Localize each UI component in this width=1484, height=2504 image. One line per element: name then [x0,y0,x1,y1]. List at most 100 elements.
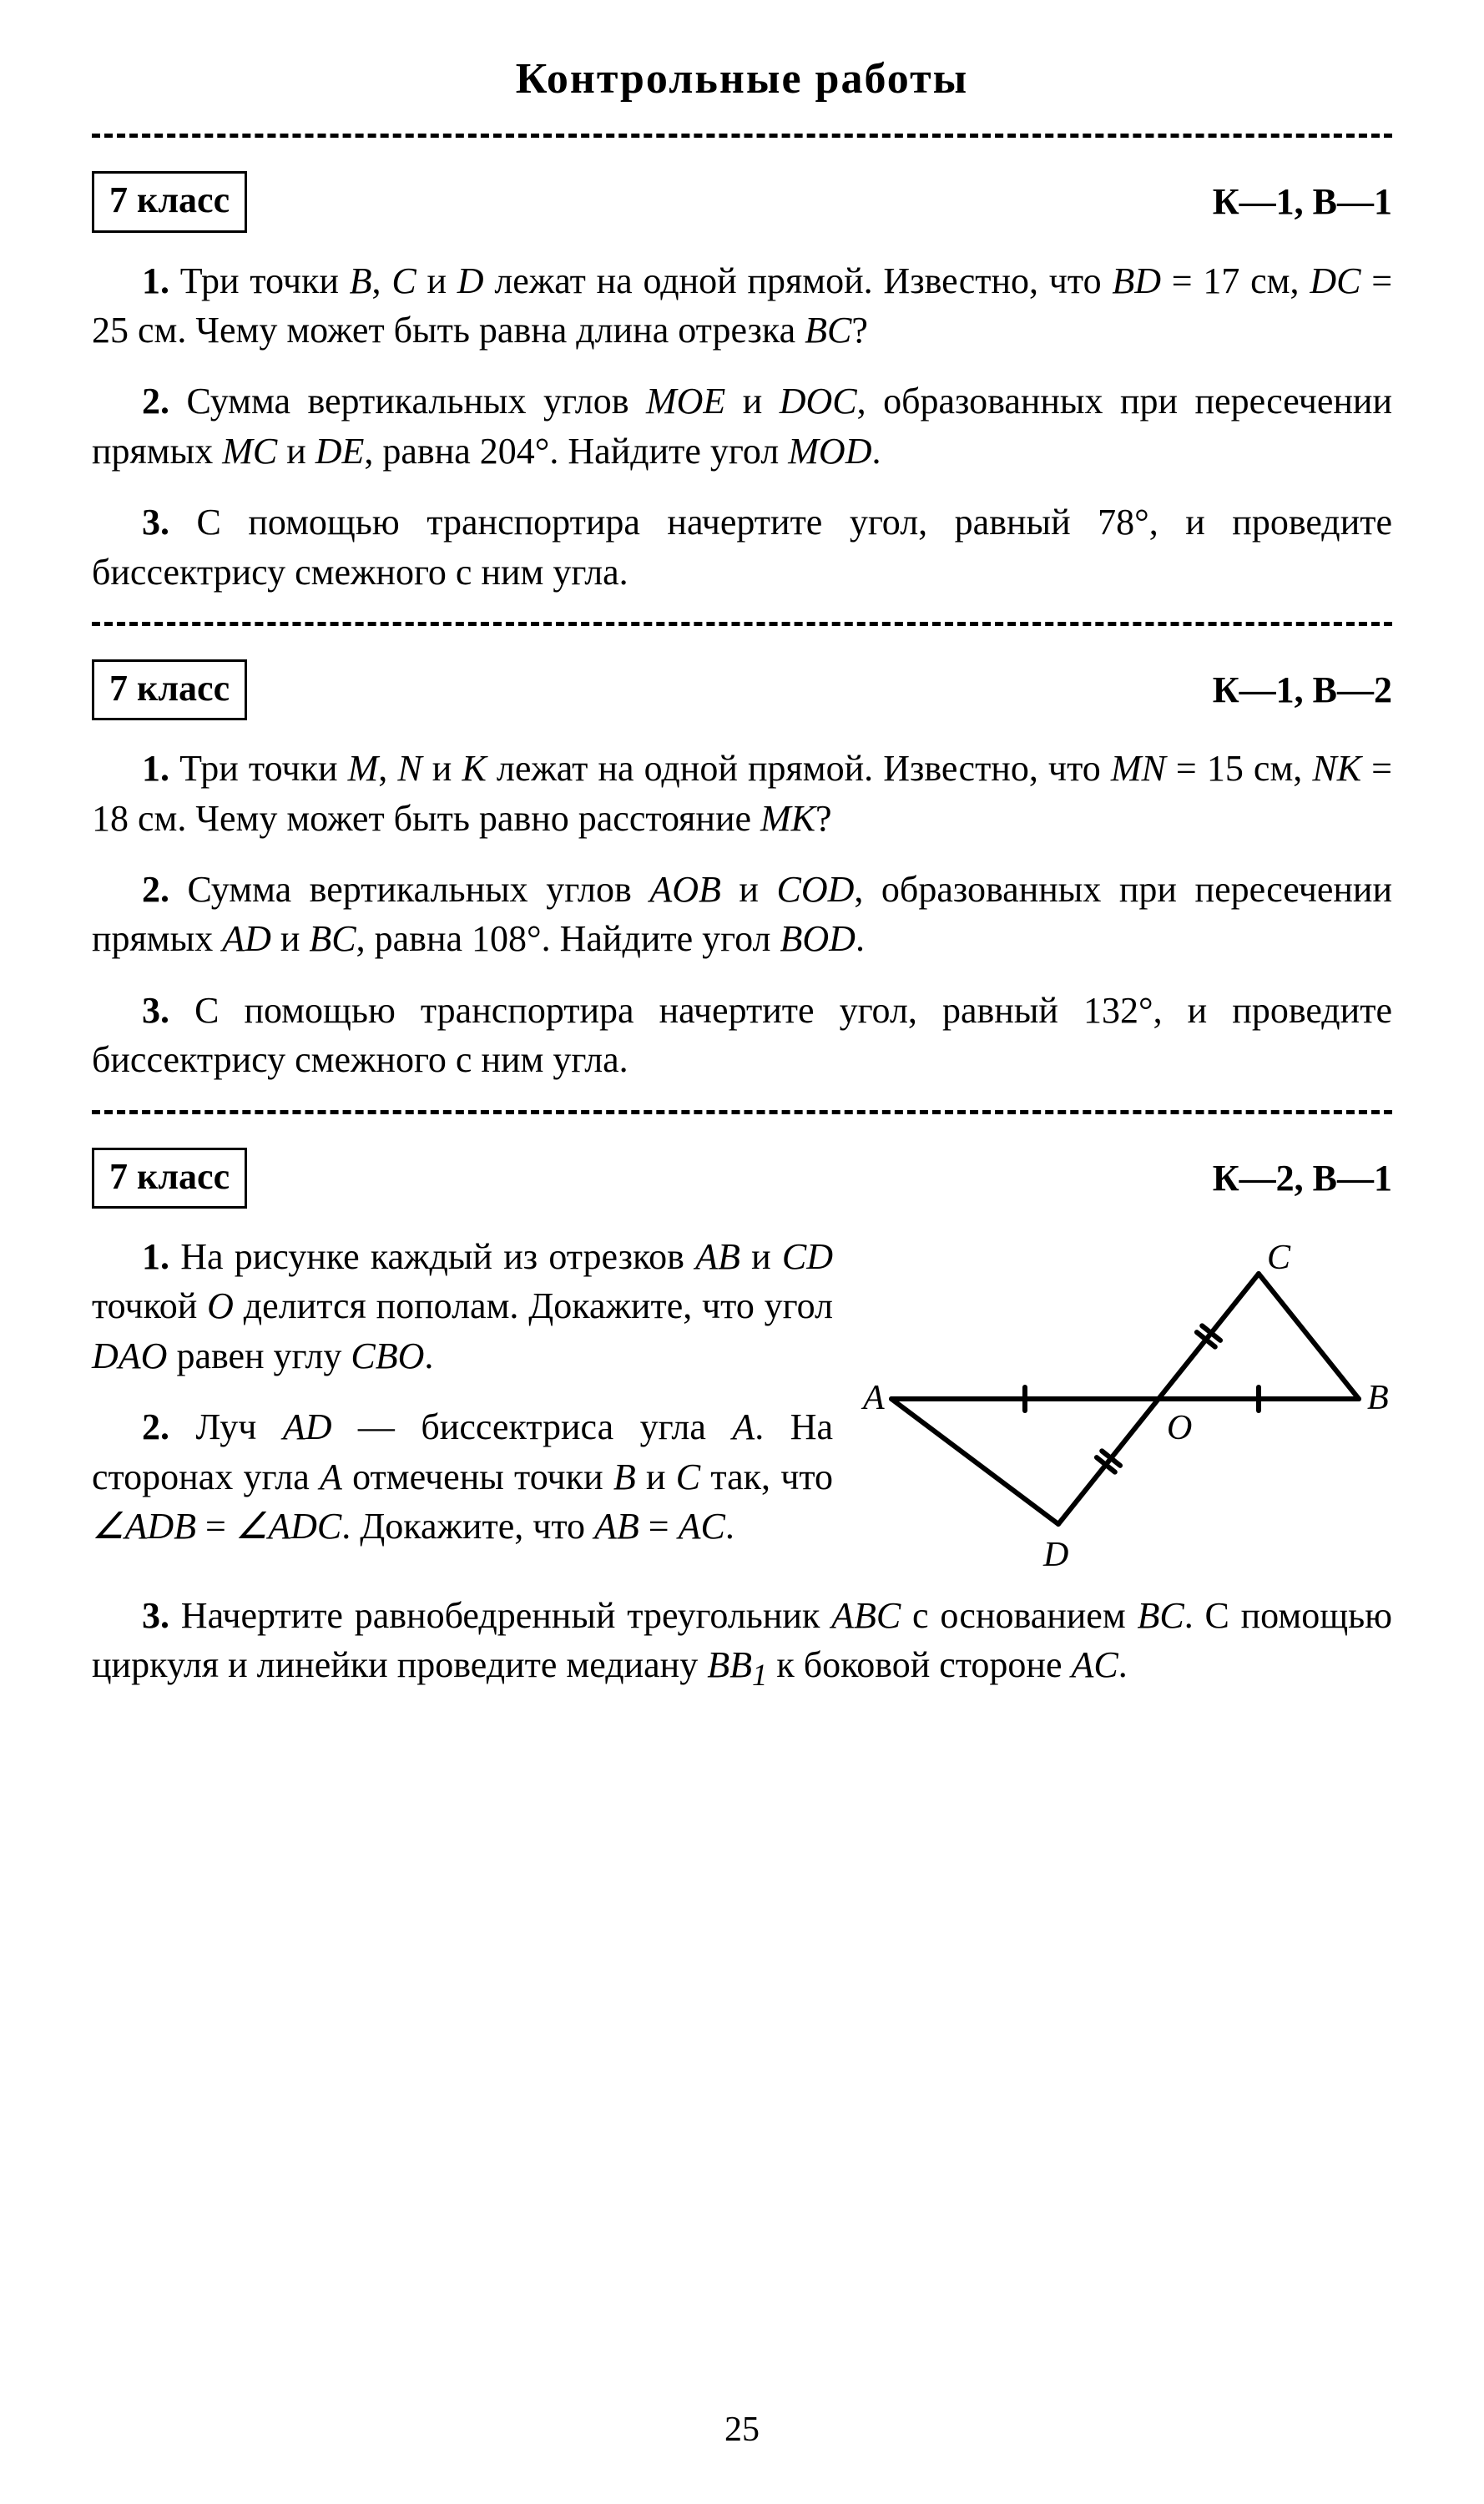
var: CBO [351,1335,424,1376]
var: BB [707,1644,752,1685]
var: DAO [92,1335,167,1376]
var: COD [776,869,854,910]
var: BC [309,918,356,959]
text: Луч [195,1406,282,1447]
text: . [725,1506,734,1547]
var: DE [315,431,365,472]
var: BD [1112,260,1161,301]
text: и [740,1236,782,1277]
section-head-3: 7 класс К—2, В—1 [92,1148,1392,1209]
problem-number: 1. [142,260,169,301]
var: BC [1137,1595,1184,1636]
var: MC [222,431,277,472]
problem-2-1: 1. Три точки M, N и K лежат на одной пря… [92,744,1392,843]
var: CD [782,1236,833,1277]
text: . [424,1335,433,1376]
text: и [271,918,310,959]
variant-label: К—1, В—1 [1213,177,1392,226]
var: ABC [831,1595,901,1636]
text: Сумма вертикальных углов [188,869,650,910]
var: AB [594,1506,639,1547]
grade-box: 7 класс [92,171,247,232]
svg-text:C: C [1267,1239,1291,1277]
problem-2-3: 3. С помощью транспортира начертите угол… [92,986,1392,1085]
text: Начертите равнобедренный треугольник [181,1595,831,1636]
problem-number: 2. [142,1406,169,1447]
text: Три точки [180,260,350,301]
section-head-1: 7 класс К—1, В—1 [92,171,1392,232]
problem-3-3: 3. Начертите равнобедренный треугольник … [92,1591,1392,1696]
var: B [613,1456,636,1497]
grade-box: 7 класс [92,659,247,720]
var: MK [760,798,815,839]
problem-number: 3. [142,990,169,1031]
var: A [732,1406,755,1447]
var: AOB [649,869,721,910]
text: и [636,1456,676,1497]
var: AB [695,1236,740,1277]
var: ∠ADB [92,1506,196,1547]
var: NK [1312,748,1361,789]
var: C [391,260,416,301]
problem-1-3: 3. С помощью транспортира начертите угол… [92,497,1392,597]
text: так, что [700,1456,833,1497]
text: равен углу [167,1335,351,1376]
text: . [856,918,865,959]
text: . [871,431,881,472]
var: C [676,1456,700,1497]
page-title: Контрольные работы [92,50,1392,109]
text: , [372,260,392,301]
problem-row-with-figure: 1. На рисунке каждый из от­резков AB и C… [92,1232,1392,1591]
text: делится пополам. Докажите, что угол [234,1285,833,1326]
text: , равна 108°. Найдите угол [356,918,780,959]
problem-2-2: 2. Сумма вертикальных углов AOB и COD, о… [92,865,1392,964]
var: MN [1111,748,1166,789]
subscript: 1 [752,1658,767,1692]
text: = 15 см, [1166,748,1313,789]
var: N [397,748,421,789]
text: с ос­нованием [901,1595,1137,1636]
problem-number: 1. [142,748,169,789]
text: ? [851,310,868,351]
page-number: 25 [0,2406,1484,2454]
problem-number: 3. [142,502,169,543]
problem-1-2: 2. Сумма вертикальных углов MOE и DOC, о… [92,376,1392,476]
text: Три точки [179,748,348,789]
var: K [462,748,486,789]
figure-column: ABOCD [858,1232,1392,1591]
var: DOC [780,381,857,422]
var: ∠ADC [235,1506,341,1547]
text: отмечены точ­ки [342,1456,613,1497]
text: и [422,748,462,789]
variant-label: К—2, В—1 [1213,1154,1392,1203]
var: AD [283,1406,332,1447]
var: BC [805,310,851,351]
var: D [457,260,484,301]
var: A [320,1456,342,1497]
variant-label: К—1, В—2 [1213,665,1392,714]
text: Сумма вертикальных углов [186,381,646,422]
text: С помощью транспортира начертите угол, р… [92,502,1392,592]
var: AC [679,1506,725,1547]
text: , [378,748,397,789]
problem-number: 2. [142,381,169,422]
var: O [207,1285,234,1326]
svg-text:B: B [1367,1379,1389,1417]
svg-text:D: D [1042,1536,1068,1574]
divider [92,134,1392,138]
divider [92,1110,1392,1114]
text: и [416,260,457,301]
text: . Докажите, что [341,1506,594,1547]
text-column: 1. На рисунке каждый из от­резков AB и C… [92,1232,833,1573]
var: AC [1072,1644,1118,1685]
problem-3-2: 2. Луч AD — биссектриса угла A. На сторо… [92,1402,833,1551]
text: = [639,1506,679,1547]
text: . [1118,1644,1128,1685]
text: ? [815,798,832,839]
text: и [277,431,315,472]
problem-1-1: 1. Три точки B, C и D лежат на одной пря… [92,256,1392,356]
text: и [721,869,777,910]
text: лежат на одной прямой. Известно, что [487,748,1111,789]
problem-number: 1. [142,1236,169,1277]
var: B [350,260,372,301]
